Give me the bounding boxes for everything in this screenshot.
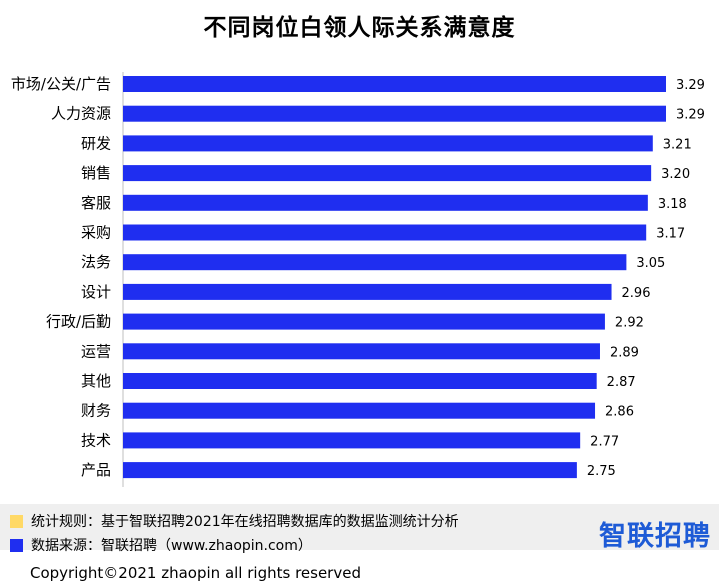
bar-0 [123, 76, 666, 92]
source-note: 数据来源：智联招聘（www.zhaopin.com） [10, 535, 312, 555]
category-label-6: 法务 [81, 253, 111, 271]
bar-chart: 市场/公关/广告 3.29 人力资源 3.29 研发 3.21 销售 3.20 客服 3.18 采购… [11, 72, 705, 487]
category-label-13: 产品 [81, 461, 111, 479]
value-label-2: 3.21 [663, 137, 692, 152]
rule-legend-swatch [10, 514, 23, 528]
bar-1 [123, 105, 666, 122]
bar-10 [123, 373, 597, 389]
bar-8 [123, 313, 605, 330]
value-label-4: 3.18 [658, 197, 687, 212]
bar-9 [123, 343, 600, 360]
category-label-9: 运营 [81, 342, 111, 360]
bar-13 [123, 462, 577, 479]
value-label-5: 3.17 [656, 227, 685, 242]
category-label-3: 销售 [81, 164, 111, 182]
bar-2 [123, 135, 653, 152]
value-label-0: 3.29 [676, 78, 705, 93]
value-label-3: 3.20 [661, 167, 690, 182]
bar-11 [123, 402, 596, 419]
bar-5 [123, 224, 647, 241]
category-label-2: 研发 [81, 134, 111, 152]
bar-7 [123, 283, 612, 300]
category-label-12: 技术 [81, 431, 111, 449]
category-label-4: 客服 [81, 194, 111, 212]
value-label-11: 2.86 [605, 405, 634, 420]
category-label-5: 采购 [81, 224, 111, 242]
rule-note: 统计规则：基于智联招聘2021年在线招聘数据库的数据监测统计分析 [10, 511, 459, 531]
value-label-10: 2.87 [607, 375, 636, 390]
zhaopin-logo: 智联招聘 [599, 521, 711, 552]
copyright-text: Copyright©2021 zhaopin all rights reserv… [30, 564, 361, 582]
source-legend-swatch [10, 538, 23, 552]
value-label-8: 2.92 [615, 316, 644, 331]
bar-group: 市场/公关/广告 3.29 人力资源 3.29 研发 3.21 销售 3.20 客服 3.18 采购… [11, 75, 705, 479]
category-label-8: 行政/后勤 [46, 313, 111, 331]
value-label-12: 2.77 [590, 434, 619, 449]
value-label-6: 3.05 [636, 256, 665, 271]
category-label-7: 设计 [81, 283, 111, 301]
value-label-7: 2.96 [622, 286, 651, 301]
bar-3 [123, 165, 652, 182]
source-note-text: 数据来源：智联招聘（www.zhaopin.com） [31, 538, 312, 554]
rule-note-text: 统计规则：基于智联招聘2021年在线招聘数据库的数据监测统计分析 [31, 514, 459, 530]
value-label-9: 2.89 [610, 345, 639, 360]
bar-4 [123, 194, 648, 211]
chart-title: 不同岗位白领人际关系满意度 [203, 15, 516, 41]
value-label-13: 2.75 [587, 464, 616, 479]
category-label-1: 人力资源 [51, 105, 111, 123]
notes-panel [0, 504, 719, 550]
bar-12 [123, 432, 581, 449]
category-label-11: 财务 [81, 402, 111, 420]
bar-6 [123, 254, 627, 271]
value-label-1: 3.29 [676, 108, 705, 123]
category-label-10: 其他 [81, 372, 111, 390]
category-label-0: 市场/公关/广告 [11, 75, 111, 93]
